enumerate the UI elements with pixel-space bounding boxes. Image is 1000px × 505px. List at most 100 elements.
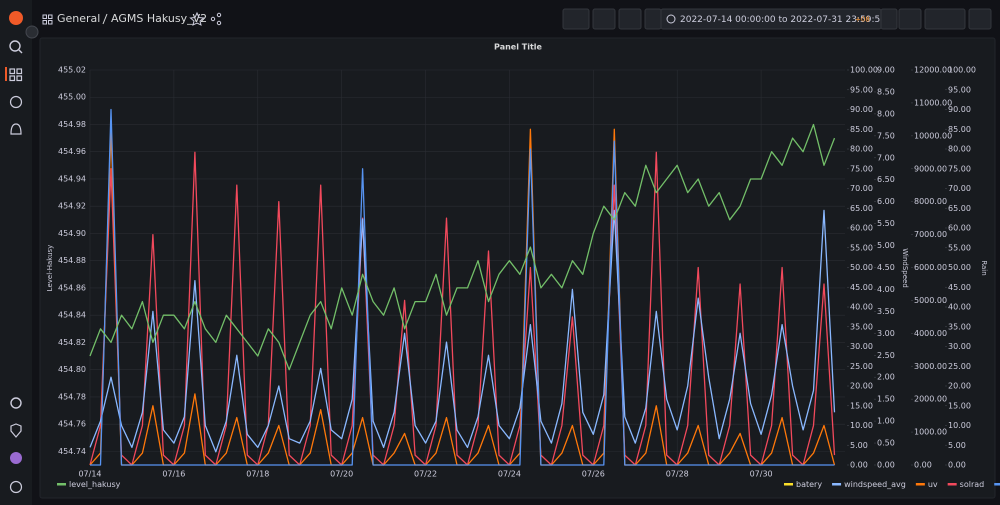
y-tick-label: 454.84	[58, 311, 86, 320]
legend-swatch	[947, 483, 957, 486]
y3-tick-label: 2.50	[877, 351, 895, 360]
zoom-out-button[interactable]	[898, 8, 922, 30]
y5-tick-label: 60.00	[948, 224, 971, 233]
x-tick-label: 07/28	[666, 470, 689, 479]
x-tick-label: 07/14	[78, 470, 101, 479]
share-button[interactable]	[210, 12, 222, 26]
y2-tick-label: 45.00	[850, 283, 873, 292]
y-tick-label: 454.90	[58, 229, 86, 238]
x-tick-label: 07/30	[750, 470, 773, 479]
y5-tick-label: 55.00	[948, 243, 971, 252]
series-line	[89, 151, 836, 466]
sidebar-toggle[interactable]	[25, 25, 39, 39]
y4-tick-label: 5000.00	[914, 296, 947, 305]
y-tick-label: 454.74	[58, 447, 86, 456]
y5-tick-label: 35.00	[948, 322, 971, 331]
y3-tick-label: 8.00	[877, 109, 895, 118]
y2-tick-label: 85.00	[850, 125, 873, 134]
breadcrumb-folder[interactable]: General	[57, 12, 100, 25]
active-indicator	[5, 67, 7, 81]
settings-icon[interactable]	[10, 397, 22, 409]
y-axis-title: Level-Hakusy	[46, 245, 54, 292]
y4-tick-label: 3000.00	[914, 362, 947, 371]
y2-tick-label: 55.00	[850, 243, 873, 252]
y5-tick-label: 25.00	[948, 362, 971, 371]
time-back-button[interactable]	[644, 8, 662, 30]
legend-label: windspeed_avg	[844, 480, 906, 489]
settings-button[interactable]	[618, 8, 642, 30]
admin-icon[interactable]	[10, 423, 22, 438]
y4-tick-label: 7000.00	[914, 230, 947, 239]
y-tick-label: 454.88	[58, 256, 86, 265]
y5-tick-label: 20.00	[948, 382, 971, 391]
save-button[interactable]	[592, 8, 616, 30]
legend-swatch	[915, 483, 925, 486]
legend-swatch	[994, 483, 1000, 486]
y2-tick-label: 15.00	[850, 401, 873, 410]
logo[interactable]	[9, 11, 23, 25]
y3-tick-label: 9.00	[877, 66, 895, 75]
x-tick-label: 07/16	[162, 470, 185, 479]
y2-tick-label: 10.00	[850, 421, 873, 430]
y5-tick-label: 70.00	[948, 184, 971, 193]
y-tick-label: 454.92	[58, 202, 86, 211]
star-button[interactable]	[189, 11, 205, 26]
y5-tick-label: 30.00	[948, 342, 971, 351]
panel-title[interactable]: Panel Title	[494, 43, 542, 52]
y2-tick-label: 75.00	[850, 164, 873, 173]
windspeed-axis-title: WindSpeed	[901, 248, 909, 288]
y3-tick-label: 1.50	[877, 395, 895, 404]
y2-tick-label: 35.00	[850, 322, 873, 331]
breadcrumb-separator	[102, 13, 108, 25]
y5-tick-label: 10.00	[948, 421, 971, 430]
alerting-icon[interactable]	[10, 123, 22, 135]
add-panel-button[interactable]	[562, 8, 590, 30]
explore-icon[interactable]	[9, 95, 23, 109]
x-tick-label: 07/20	[330, 470, 353, 479]
legend-swatch	[57, 483, 66, 486]
y-tick-label: 454.86	[58, 283, 86, 292]
y2-tick-label: 70.00	[850, 184, 873, 193]
time-forward-button[interactable]	[880, 8, 898, 30]
y2-tick-label: 65.00	[850, 204, 873, 213]
legend-swatch	[832, 483, 842, 486]
help-icon[interactable]	[9, 480, 23, 494]
refresh-button[interactable]	[924, 8, 966, 30]
y2-tick-label: 20.00	[850, 382, 873, 391]
y2-tick-label: 90.00	[850, 105, 873, 114]
series-line	[89, 123, 836, 371]
breadcrumb-dashboard[interactable]: AGMS Hakusy_V2	[111, 12, 207, 25]
y5-tick-label: 5.00	[948, 441, 966, 450]
y3-tick-label: 6.00	[877, 197, 895, 206]
y5-tick-label: 40.00	[948, 303, 971, 312]
y3-tick-label: 7.50	[877, 131, 895, 140]
panel	[39, 37, 996, 499]
y-tick-label: 455.02	[58, 66, 86, 75]
search-icon[interactable]	[9, 40, 21, 52]
legend-swatch	[784, 483, 793, 486]
avatar[interactable]	[10, 452, 22, 464]
y-tick-label: 454.98	[58, 120, 86, 129]
x-tick-label: 07/24	[498, 470, 521, 479]
y-tick-label: 454.94	[58, 174, 86, 183]
y5-tick-label: 100.00	[948, 66, 976, 75]
y2-tick-label: 50.00	[850, 263, 873, 272]
series-line	[89, 209, 836, 453]
y-tick-label: 455.00	[58, 93, 86, 102]
search-icon-handle	[18, 49, 23, 54]
tv-mode-button[interactable]	[968, 8, 992, 30]
y4-tick-label: 10000.00	[914, 131, 952, 140]
y5-tick-label: 45.00	[948, 283, 971, 292]
y4-tick-label: 2000.00	[914, 395, 947, 404]
y3-tick-label: 4.00	[877, 285, 895, 294]
y5-tick-label: 15.00	[948, 401, 971, 410]
y-tick-label: 454.80	[58, 365, 86, 374]
dashboards-icon[interactable]	[9, 68, 23, 82]
time-range: 2022-07-14 00:00:00 to 2022-07-31 23:59:…	[680, 15, 886, 25]
y3-tick-label: 8.50	[877, 87, 895, 96]
y3-tick-label: 7.00	[877, 153, 895, 162]
y2-tick-label: 30.00	[850, 342, 873, 351]
breadcrumb-icon	[42, 14, 53, 25]
